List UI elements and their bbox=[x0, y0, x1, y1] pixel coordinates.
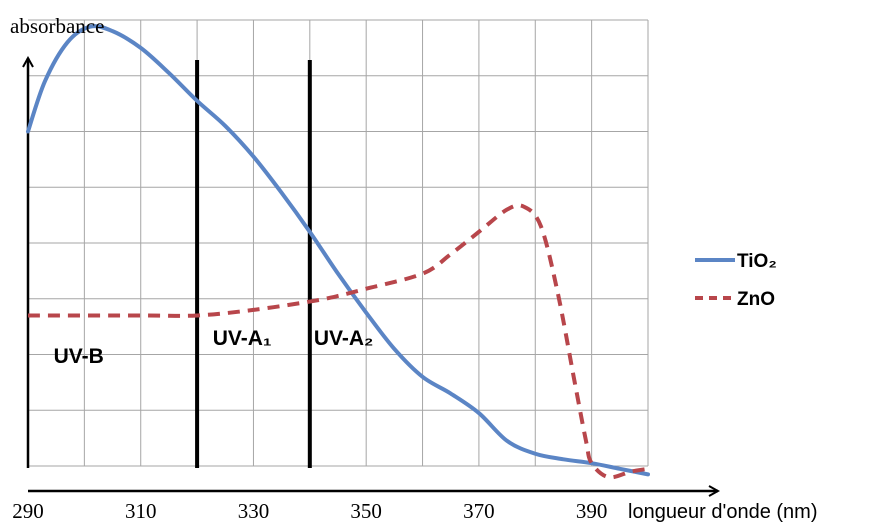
legend-label: ZnO bbox=[737, 289, 775, 310]
series-line-zno bbox=[28, 203, 649, 480]
region-label: UV-A₁ bbox=[213, 327, 272, 350]
y-axis-label: absorbance bbox=[10, 14, 104, 38]
series-lines bbox=[26, 24, 650, 480]
series-line-tio2 bbox=[26, 24, 650, 477]
region-label: UV-A₂ bbox=[314, 327, 374, 350]
legend-label: TiO₂ bbox=[737, 251, 777, 272]
grid-lines bbox=[28, 19, 649, 467]
x-tick-labels: 290 310 330 350 370 390 bbox=[12, 499, 607, 523]
region-label: UV-B bbox=[54, 345, 104, 368]
x-tick-label: 330 bbox=[238, 499, 270, 523]
x-tick-label: 370 bbox=[463, 499, 495, 523]
x-tick-label: 390 bbox=[576, 499, 608, 523]
legend: TiO₂ ZnO bbox=[695, 251, 777, 310]
region-labels: UV-B UV-A₁ UV-A₂ bbox=[54, 327, 374, 368]
x-axis-label: longueur d'onde (nm) bbox=[628, 501, 818, 523]
x-tick-label: 290 bbox=[12, 499, 44, 523]
x-tick-label: 310 bbox=[125, 499, 157, 523]
region-dividers bbox=[195, 60, 312, 468]
x-tick-label: 350 bbox=[350, 499, 382, 523]
